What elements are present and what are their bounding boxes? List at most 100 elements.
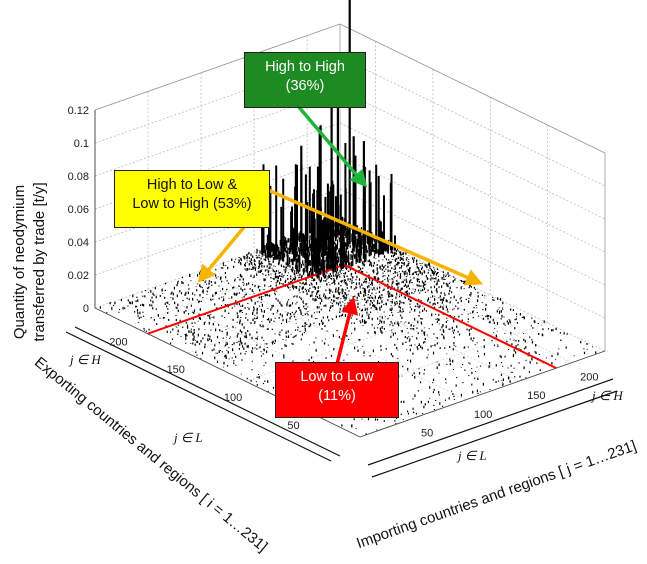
- flow-mark: [399, 276, 402, 279]
- flow-mark: [239, 321, 241, 325]
- flow-mark: [291, 269, 293, 273]
- flow-mark: [207, 314, 209, 317]
- flow-mark: [469, 332, 471, 336]
- flow-mark: [408, 340, 410, 342]
- flow-mark: [436, 337, 439, 339]
- flow-mark: [253, 307, 255, 310]
- flow-mark: [446, 308, 448, 311]
- flow-mark: [272, 270, 274, 272]
- flow-mark: [192, 326, 194, 327]
- flow-mark: [281, 314, 283, 317]
- flow-mark: [250, 262, 252, 265]
- flow-mark: [225, 336, 228, 338]
- flow-mark: [258, 266, 260, 267]
- flow-mark: [446, 353, 448, 355]
- flow-mark: [236, 312, 238, 315]
- flow-mark: [122, 306, 124, 310]
- flow-mark: [356, 240, 358, 246]
- flow-mark: [365, 321, 367, 324]
- flow-mark: [368, 259, 371, 262]
- flow-mark: [518, 362, 520, 364]
- flow-mark: [254, 321, 256, 324]
- flow-mark: [398, 323, 400, 327]
- flow-mark: [379, 306, 381, 310]
- flow-mark: [225, 329, 227, 330]
- flow-mark: [176, 326, 178, 328]
- flow-mark: [467, 313, 469, 315]
- flow-mark: [401, 253, 403, 255]
- flow-mark: [389, 264, 391, 266]
- flow-mark: [472, 390, 474, 394]
- flow-mark: [442, 304, 445, 306]
- high-low-boundary-lines: [147, 263, 557, 370]
- flow-mark: [275, 284, 277, 287]
- flow-mark: [491, 340, 493, 342]
- flow-mark: [428, 262, 430, 266]
- flow-mark: [348, 261, 350, 265]
- flow-mark: [291, 302, 294, 305]
- flow-mark: [305, 307, 307, 310]
- flow-mark: [423, 405, 425, 409]
- flow-mark: [263, 258, 265, 261]
- flow-mark: [330, 275, 332, 277]
- flow-mark: [320, 308, 322, 311]
- flow-mark: [224, 317, 226, 318]
- flow-mark: [536, 362, 538, 364]
- flow-mark: [366, 285, 369, 289]
- flow-mark: [137, 315, 139, 317]
- flow-mark: [332, 272, 334, 274]
- flow-mark: [379, 322, 381, 324]
- flow-mark: [143, 304, 145, 307]
- flow-mark: [305, 282, 307, 285]
- flow-mark: [346, 334, 348, 337]
- flow-mark: [226, 325, 228, 327]
- flow-mark: [403, 400, 405, 403]
- flow-mark: [274, 289, 276, 292]
- flow-mark: [375, 307, 377, 309]
- flow-mark: [539, 369, 541, 371]
- flow-mark: [300, 264, 303, 268]
- flow-mark: [175, 306, 177, 309]
- flow-mark: [207, 340, 209, 342]
- flow-mark: [305, 279, 307, 282]
- flow-mark: [445, 321, 447, 323]
- flow-mark: [377, 277, 379, 278]
- flow-mark: [233, 362, 235, 365]
- flow-mark: [350, 317, 352, 319]
- flow-mark: [265, 257, 267, 259]
- flow-mark: [323, 293, 325, 296]
- flow-mark: [285, 339, 287, 341]
- flow-mark: [359, 320, 361, 322]
- flow-mark: [200, 300, 202, 303]
- flow-mark: [259, 270, 262, 273]
- flow-mark: [307, 271, 309, 277]
- flow-mark: [185, 342, 187, 344]
- flow-mark: [333, 280, 335, 284]
- flow-mark: [214, 292, 216, 295]
- flow-mark: [137, 322, 139, 323]
- flow-mark: [373, 261, 375, 265]
- flow-mark: [396, 272, 398, 274]
- flow-mark: [293, 272, 295, 275]
- flow-mark: [226, 349, 228, 351]
- flow-mark: [538, 333, 540, 335]
- flow-mark: [320, 277, 323, 280]
- flow-mark: [256, 252, 258, 254]
- low-to-low-arrow: [335, 296, 359, 365]
- flow-mark: [270, 285, 272, 287]
- flow-mark: [433, 278, 436, 280]
- flow-mark: [221, 314, 223, 316]
- flow-mark: [222, 267, 224, 269]
- flow-mark: [285, 262, 287, 266]
- flow-mark: [356, 296, 358, 299]
- flow-mark: [358, 338, 360, 341]
- flow-mark: [427, 297, 430, 301]
- flow-mark: [187, 291, 189, 295]
- flow-mark: [256, 256, 258, 259]
- flow-mark: [417, 289, 420, 292]
- z-tick-label: 0.02: [68, 270, 89, 282]
- flow-mark: [192, 342, 194, 345]
- flow-mark: [341, 288, 343, 290]
- flow-mark: [433, 333, 435, 335]
- flow-mark: [249, 288, 251, 290]
